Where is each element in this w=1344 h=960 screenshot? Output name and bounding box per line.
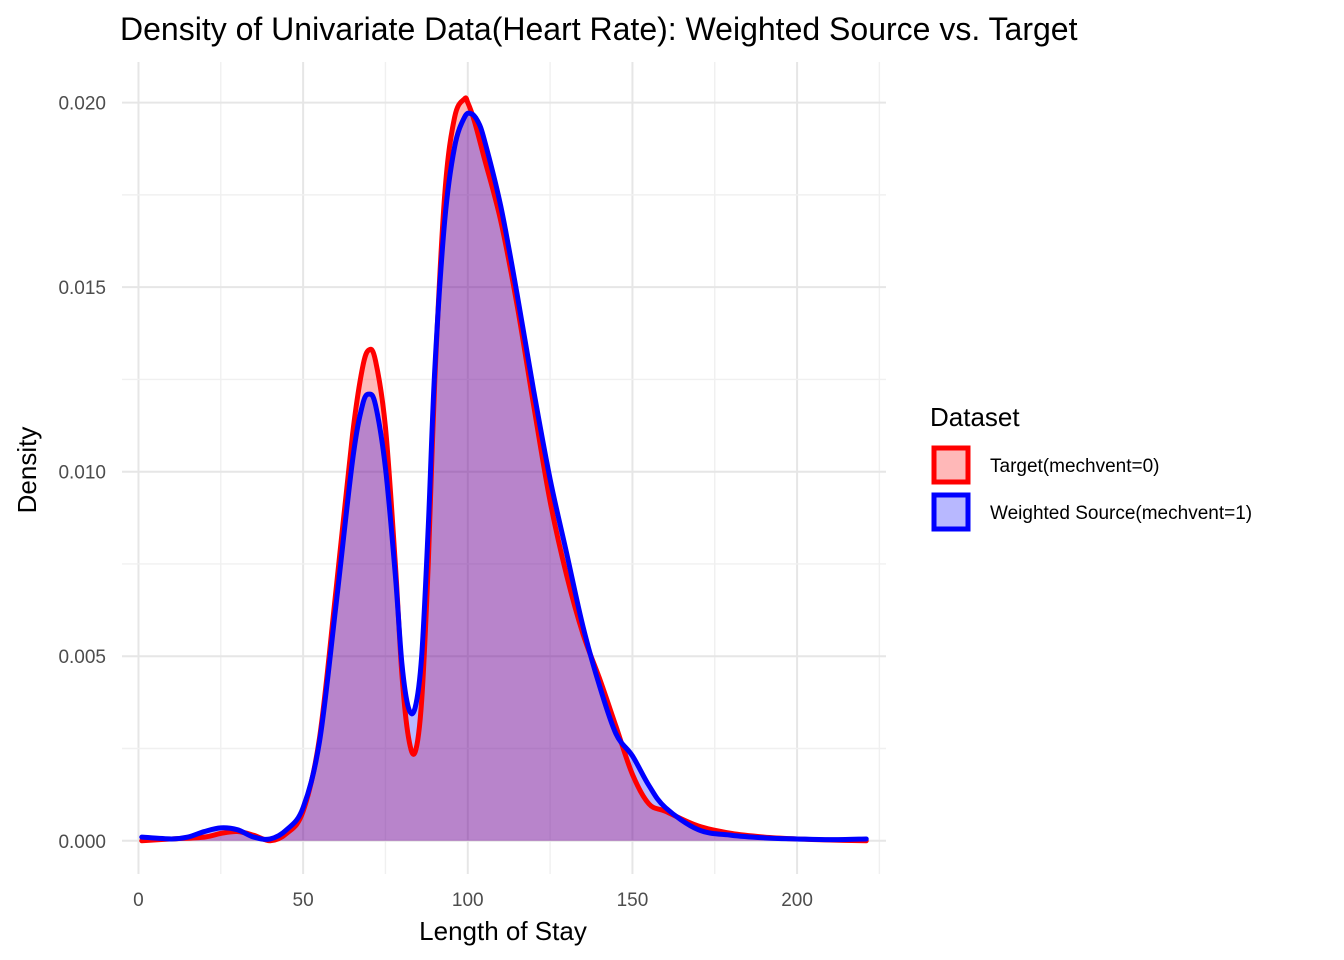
- density-lines: [139, 95, 869, 844]
- legend-key-background: [932, 493, 970, 531]
- x-tick-label: 150: [617, 890, 649, 911]
- x-tick-label: 100: [452, 890, 484, 911]
- x-tick-label: 0: [133, 890, 144, 911]
- legend-key-swatch: [931, 445, 971, 485]
- x-axis-title: Length of Stay: [419, 916, 587, 946]
- y-tick-label: 0.005: [58, 647, 106, 668]
- legend-title: Dataset: [930, 402, 1020, 432]
- density-area-weighted-source: [141, 113, 867, 841]
- y-axis-ticks: 0.000 0.005 0.010 0.015 0.020: [58, 94, 106, 853]
- y-tick-label: 0.020: [58, 94, 106, 115]
- chart-title: Density of Univariate Data(Heart Rate): …: [120, 11, 1078, 47]
- y-axis-title: Density: [12, 427, 42, 514]
- legend-label: Target(mechvent=0): [990, 456, 1160, 477]
- legend-items: Target(mechvent=0) Weighted Source(mechve…: [931, 445, 1252, 532]
- legend-key-background: [932, 446, 970, 484]
- x-tick-label: 50: [293, 890, 314, 911]
- density-area-target: [141, 97, 867, 841]
- legend-label: Weighted Source(mechvent=1): [990, 503, 1252, 524]
- y-tick-label: 0.015: [58, 278, 106, 299]
- y-tick-label: 0.010: [58, 463, 106, 484]
- density-line-weighted-source: [139, 110, 869, 843]
- x-axis-ticks: 0 50 100 150 200: [133, 890, 813, 911]
- legend-key-swatch: [931, 492, 971, 532]
- density-fills: [141, 97, 867, 841]
- y-tick-label: 0.000: [58, 832, 106, 853]
- legend: Dataset Target(mechvent=0) Weighted Sourc…: [930, 402, 1252, 532]
- x-tick-label: 200: [781, 890, 813, 911]
- grid: [122, 62, 886, 874]
